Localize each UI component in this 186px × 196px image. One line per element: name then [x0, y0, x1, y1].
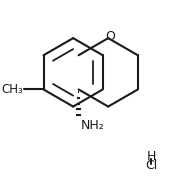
- Text: CH₃: CH₃: [1, 83, 23, 96]
- Text: H: H: [146, 151, 156, 163]
- Text: NH₂: NH₂: [80, 119, 104, 132]
- Text: O: O: [105, 30, 115, 43]
- Text: Cl: Cl: [145, 159, 157, 172]
